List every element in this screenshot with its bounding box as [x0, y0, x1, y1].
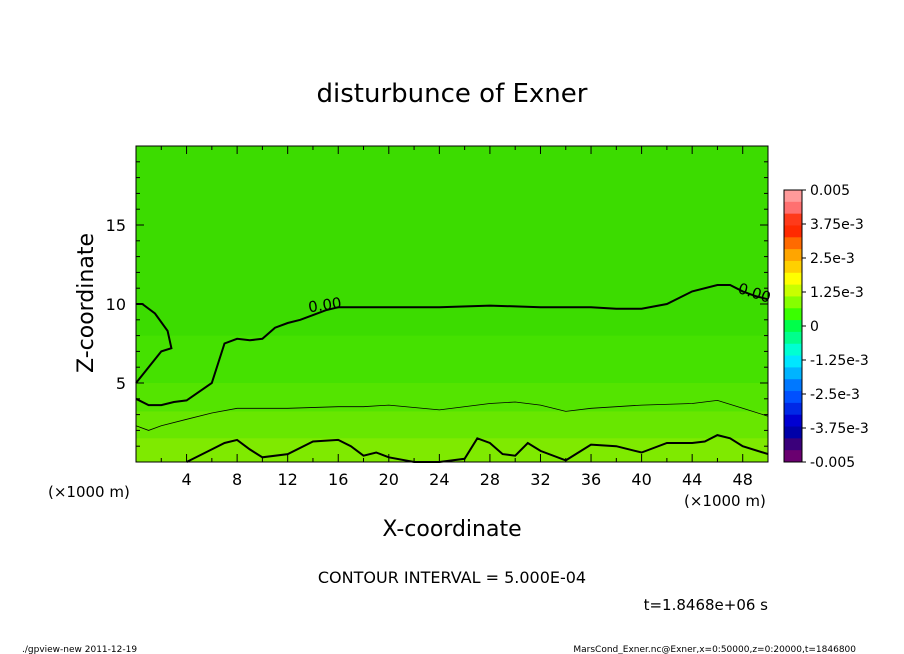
x-tick-label: 16	[328, 470, 348, 489]
colorbar-label: -1.25e-3	[810, 353, 869, 369]
y-tick-label: 5	[116, 374, 126, 393]
colorbar-swatch	[784, 320, 802, 333]
colorbar-swatch	[784, 190, 802, 203]
colorbar-swatch	[784, 225, 802, 238]
x-tick-label: 20	[379, 470, 399, 489]
y-axis-label: Z-coordinate	[74, 233, 99, 373]
colorbar-label: 2.5e-3	[810, 251, 855, 267]
y-tick-label: 15	[106, 216, 126, 235]
colorbar-swatch	[784, 343, 802, 357]
x-tick-label: 40	[631, 470, 651, 489]
colorbar-swatch	[784, 367, 802, 380]
x-axis-label: X-coordinate	[382, 517, 521, 542]
x-unit-left: (×1000 m)	[48, 483, 130, 501]
colorbar-swatch	[784, 355, 802, 368]
colorbar-label: -2.5e-3	[810, 387, 860, 403]
colorbar-label: 0	[810, 319, 819, 335]
colorbar-swatch	[784, 426, 802, 439]
colorbar-swatch	[784, 249, 802, 262]
footer-left: ./gpview-new 2011-12-19	[22, 645, 137, 654]
y-tick-label: 10	[106, 295, 126, 314]
x-tick-label: 8	[232, 470, 242, 489]
colorbar-label: -0.005	[810, 455, 855, 471]
colorbar-swatch	[784, 391, 802, 404]
x-tick-label: 12	[278, 470, 298, 489]
x-tick-label: 48	[733, 470, 753, 489]
x-tick-label: 24	[429, 470, 449, 489]
colorbar-swatch	[784, 237, 802, 250]
colorbar-swatch	[784, 450, 802, 463]
colorbar-swatch	[784, 438, 802, 451]
colorbar-label: 0.005	[810, 183, 850, 199]
footer-right: MarsCond_Exner.nc@Exner,x=0:50000,z=0:20…	[573, 645, 856, 654]
colorbar-swatch	[784, 414, 802, 428]
thin-contour	[135, 399, 769, 431]
colorbar-swatch	[784, 260, 802, 274]
colorbar-swatch	[784, 213, 802, 226]
colorbar-swatch	[784, 308, 802, 321]
x-tick-label: 4	[181, 470, 191, 489]
colorbar-label: 1.25e-3	[810, 285, 864, 301]
x-tick-label: 32	[530, 470, 550, 489]
zero-contour-upper	[135, 284, 769, 407]
x-tick-label: 36	[581, 470, 601, 489]
contour-interval-text: CONTOUR INTERVAL = 5.000E-04	[318, 568, 586, 587]
x-tick-label: 44	[682, 470, 702, 489]
shade-band	[136, 438, 768, 462]
plot-area	[136, 146, 768, 462]
bottom-contour	[186, 434, 769, 463]
colorbar-swatch	[784, 296, 802, 309]
zero-contour-left	[135, 303, 173, 384]
colorbar: 0.005 3.75e-3 2.5e-3 1.25e-3 0 -1.25e-3 -2.5e-…	[783, 183, 869, 471]
colorbar-label: -3.75e-3	[810, 421, 869, 437]
time-text: t=1.8468e+06 s	[644, 596, 769, 614]
colorbar-label: 3.75e-3	[810, 217, 864, 233]
x-tick-label: 28	[480, 470, 500, 489]
colorbar-swatch	[784, 379, 802, 392]
colorbar-swatch	[784, 284, 802, 297]
colorbar-swatch	[784, 402, 802, 416]
contour-label: 0.00	[307, 294, 343, 316]
colorbar-swatch	[784, 201, 802, 215]
x-unit-right: (×1000 m)	[684, 492, 766, 510]
colorbar-swatch	[784, 272, 802, 286]
colorbar-swatch	[784, 331, 802, 345]
chart-title: disturbunce of Exner	[317, 79, 588, 109]
